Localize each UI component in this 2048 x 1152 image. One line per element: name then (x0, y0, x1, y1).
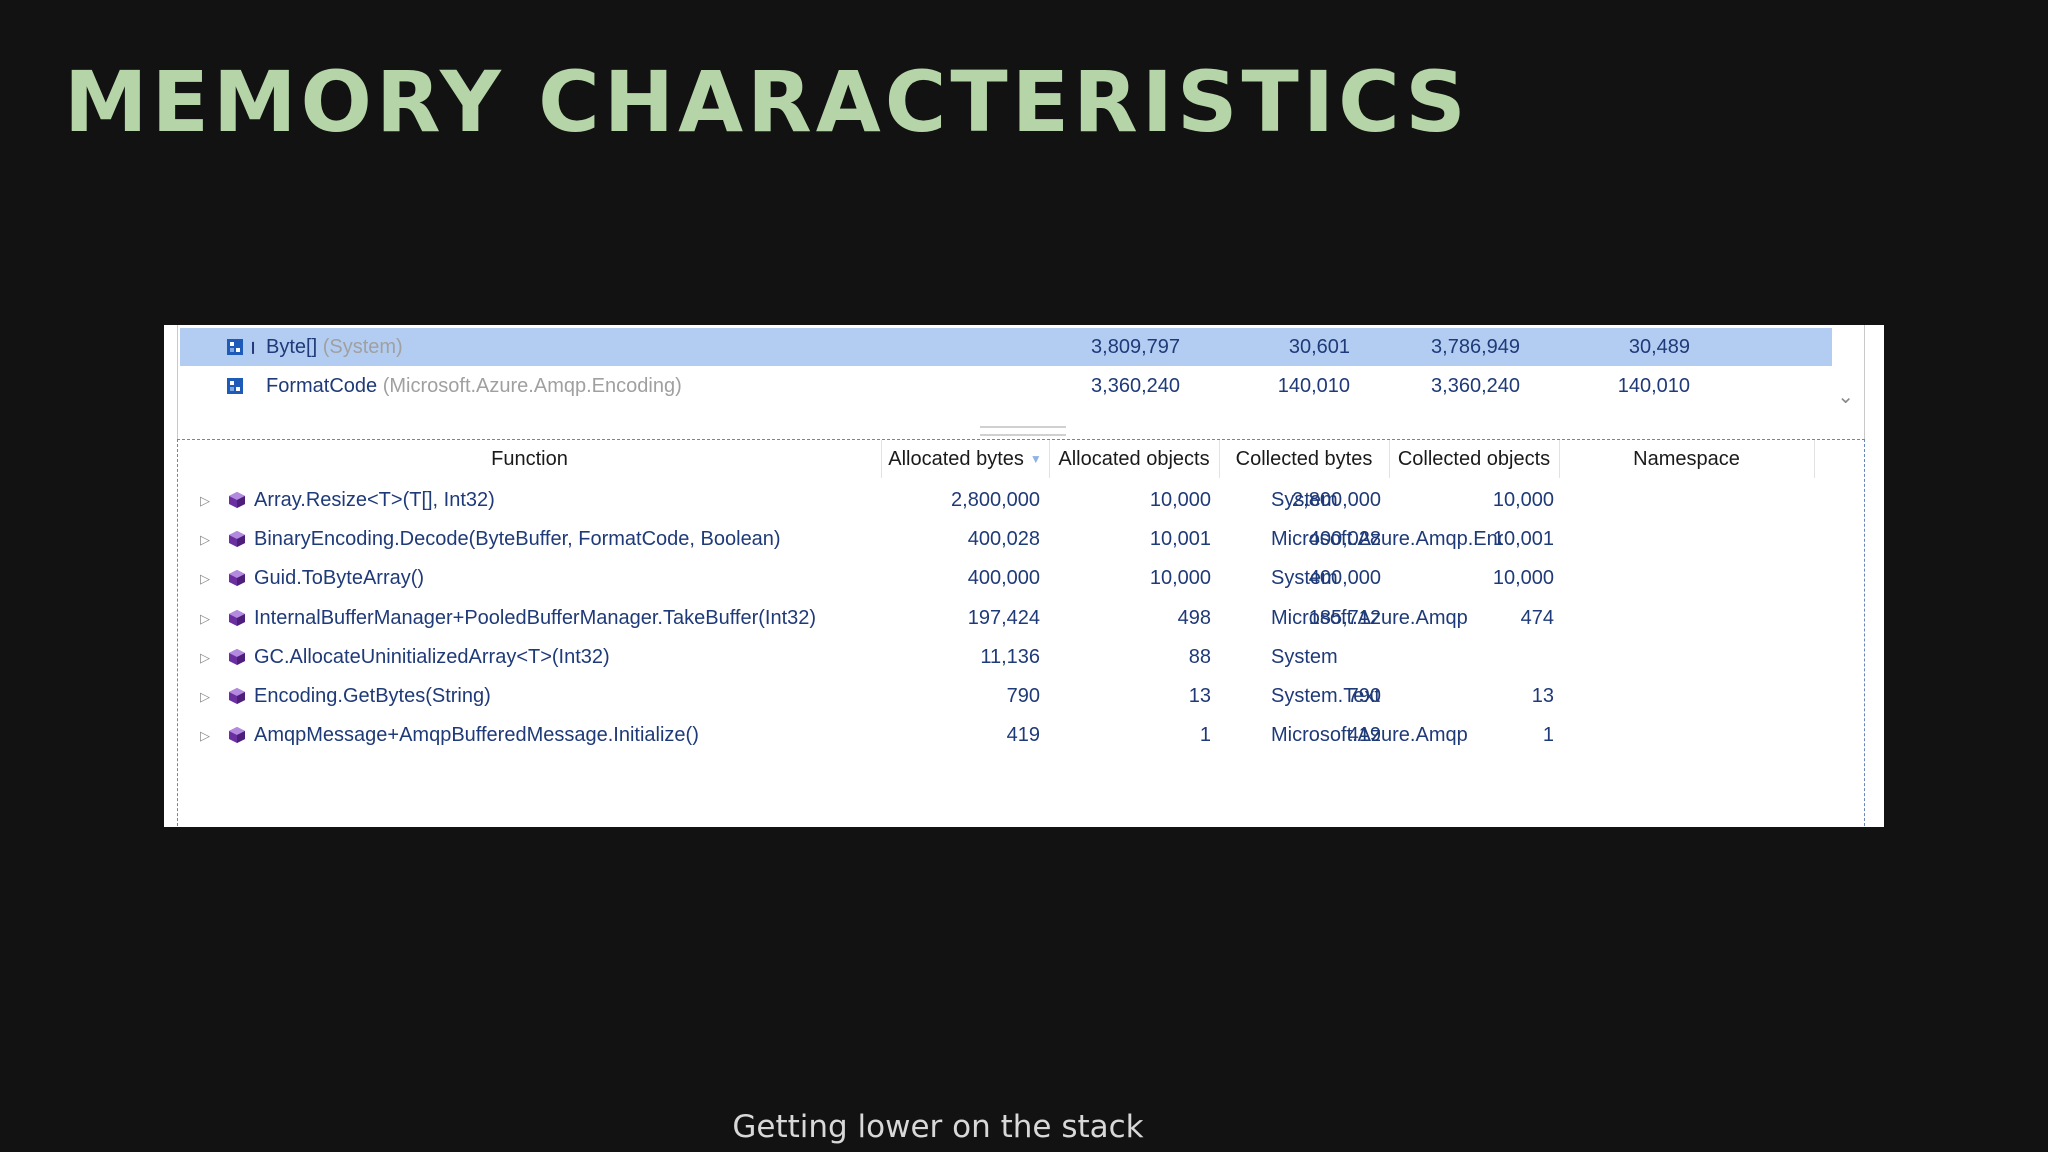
collected-bytes-cell: 185,712 (1308, 606, 1381, 629)
namespace-cell: Microsoft.Azure.Amqp (1271, 724, 1468, 747)
collected-objects-cell: 13 (1531, 685, 1554, 707)
profiler-screenshot: ❙ Byte[] (System) 3,809,797 30,601 3,786,949… (164, 325, 1884, 827)
method-cube-icon (229, 648, 245, 665)
type-allocated-objects: 140,010 (1277, 375, 1350, 397)
function-row[interactable]: ▷ InternalBufferManager+PooledBufferManag… (178, 599, 1864, 638)
collected-bytes-cell: 400,000 (1308, 567, 1381, 590)
allocated-objects-cell: 10,000 (1149, 489, 1211, 511)
allocated-bytes-cell: 2,800,000 (951, 489, 1040, 511)
type-list-panel: ❙ Byte[] (System) 3,809,797 30,601 3,786,949… (177, 325, 1865, 445)
column-header-allocated-bytes[interactable]: Allocated bytes ▼ (881, 440, 1050, 478)
method-cube-icon (229, 570, 245, 587)
collected-objects-cell: 10,001 (1492, 528, 1554, 551)
method-cube-icon (229, 531, 245, 548)
collected-bytes-cell: 790 (1347, 685, 1381, 707)
allocated-objects-cell: 88 (1188, 645, 1211, 668)
allocated-objects-cell: 498 (1177, 606, 1211, 629)
allocated-objects-cell: 10,000 (1149, 567, 1211, 590)
function-row[interactable]: ▷ Array.Resize<T>(T[], Int32) 2,800,000 10,… (178, 481, 1864, 520)
function-name: Guid.ToByteArray() (254, 567, 425, 590)
expand-arrow-icon[interactable]: ▷ (200, 728, 210, 744)
type-row[interactable]: FormatCode (Microsoft.Azure.Amqp.Encodin… (180, 367, 1832, 405)
type-name: Byte[] (System) (266, 336, 403, 358)
slide-caption: Getting lower on the stack (732, 1109, 1144, 1145)
expand-arrow-icon[interactable]: ▷ (200, 571, 210, 587)
namespace-cell: Microsoft.Azure.Amqp.Encoding (1271, 528, 1503, 551)
namespace-cell: Microsoft.Azure.Amqp (1271, 606, 1468, 629)
function-name: BinaryEncoding.Decode(ByteBuffer, Format… (254, 528, 781, 551)
type-namespace: (System) (322, 336, 403, 358)
type-allocated-objects: 30,601 (1288, 336, 1350, 358)
allocated-bytes-cell: 419 (1006, 724, 1040, 747)
expand-arrow-icon[interactable]: ▷ (200, 649, 210, 665)
type-collected-bytes: 3,360,240 (1431, 375, 1520, 397)
type-row[interactable]: ❙ Byte[] (System) 3,809,797 30,601 3,786,949… (180, 328, 1832, 366)
collected-objects-cell: 10,000 (1492, 567, 1554, 590)
function-name: GC.AllocateUninitializedArray<T>(Int32) (254, 645, 610, 668)
panel-splitter[interactable] (980, 426, 1066, 436)
collected-bytes-cell: 400,028 (1308, 528, 1381, 551)
type-allocated-bytes: 3,809,797 (1091, 336, 1180, 358)
type-collected-objects: 30,489 (1628, 336, 1690, 358)
type-namespace: (Microsoft.Azure.Amqp.Encoding) (382, 375, 682, 397)
collected-bytes-cell: 2,800,000 (1292, 489, 1381, 511)
clipped-row (248, 325, 968, 328)
column-header-collected-bytes[interactable]: Collected bytes (1219, 440, 1390, 478)
function-row[interactable]: ▷ Guid.ToByteArray() 400,000 10,000 400,000 1… (178, 559, 1864, 598)
type-allocated-bytes: 3,360,240 (1091, 375, 1180, 397)
collected-objects-cell: 474 (1520, 606, 1554, 629)
collected-bytes-cell: 419 (1347, 724, 1381, 747)
type-collected-bytes: 3,786,949 (1431, 336, 1520, 358)
namespace-cell: System (1271, 645, 1338, 668)
collected-objects-cell: 10,000 (1492, 489, 1554, 511)
function-grid: Function Allocated bytes ▼ Allocated obje… (177, 439, 1865, 827)
method-cube-icon (229, 609, 245, 626)
slide-title: MEMORY CHARACTERISTICS (64, 53, 1470, 151)
expand-arrow-icon[interactable]: ▷ (200, 610, 210, 626)
grid-header: Function Allocated bytes ▼ Allocated obje… (178, 440, 1864, 478)
allocated-bytes-cell: 400,000 (967, 567, 1040, 590)
type-name: FormatCode (Microsoft.Azure.Amqp.Encodin… (266, 375, 682, 397)
allocated-objects-cell: 10,001 (1149, 528, 1211, 551)
allocated-bytes-cell: 11,136 (980, 645, 1040, 668)
expand-arrow-icon[interactable]: ▷ (200, 493, 210, 508)
function-name: Array.Resize<T>(T[], Int32) (254, 489, 495, 511)
expand-arrow-icon[interactable]: ▷ (200, 689, 210, 704)
allocated-bytes-cell: 400,028 (967, 528, 1040, 551)
function-row[interactable]: ▷ Encoding.GetBytes(String) 790 13 790 13 Syst… (178, 677, 1864, 716)
method-cube-icon (229, 727, 245, 744)
expand-arrow-icon[interactable]: ▷ (200, 532, 210, 548)
collected-objects-cell: 1 (1542, 724, 1554, 747)
function-row[interactable]: ▷ BinaryEncoding.Decode(ByteBuffer, Forma… (178, 520, 1864, 559)
namespace-cell: System (1271, 489, 1338, 511)
method-cube-icon (229, 492, 245, 508)
function-row[interactable]: ▷ GC.AllocateUninitializedArray<T>(Int32)… (178, 638, 1864, 677)
namespace-cell: System.Text (1271, 685, 1380, 707)
function-name: InternalBufferManager+PooledBufferManage… (254, 606, 817, 629)
method-cube-icon (229, 688, 245, 704)
column-header-collected-objects[interactable]: Collected objects (1389, 440, 1560, 478)
function-row[interactable]: ▷ AmqpMessage+AmqpBufferedMessage.Initial… (178, 716, 1864, 755)
function-name: Encoding.GetBytes(String) (254, 685, 491, 707)
type-collected-objects: 140,010 (1617, 375, 1690, 397)
scroll-down-icon[interactable]: ⌄ (1837, 386, 1854, 408)
namespace-cell: System (1271, 567, 1338, 590)
column-header-function[interactable]: Function (178, 440, 882, 478)
allocated-objects-cell: 13 (1188, 685, 1211, 707)
value-type-icon (227, 378, 243, 394)
column-header-namespace[interactable]: Namespace (1559, 440, 1815, 478)
column-header-allocated-objects[interactable]: Allocated objects (1049, 440, 1220, 478)
allocated-bytes-cell: 197,424 (967, 606, 1040, 629)
allocated-objects-cell: 1 (1199, 724, 1211, 747)
sort-descending-icon: ▼ (1029, 452, 1042, 466)
array-type-icon (227, 339, 243, 355)
pin-icon: ❙ (248, 340, 259, 354)
function-name: AmqpMessage+AmqpBufferedMessage.Initiali… (254, 724, 699, 747)
allocated-bytes-cell: 790 (1006, 685, 1040, 707)
